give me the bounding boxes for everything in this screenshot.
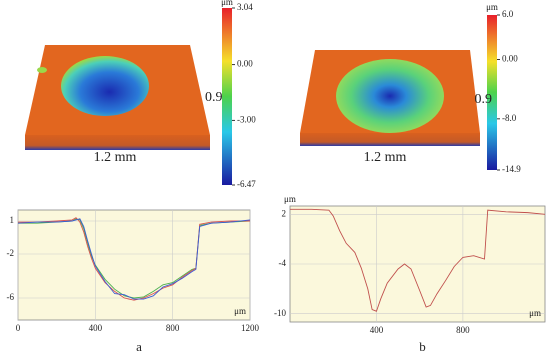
panel-label: a <box>136 339 142 354</box>
surface-a: μm 0.9 1.2 mm <box>25 0 233 185</box>
crater <box>336 59 444 133</box>
x-tick-label: 800 <box>166 323 180 333</box>
y-tick-label: -2 <box>7 248 15 258</box>
y-unit: μm <box>284 194 296 204</box>
colorbar-tick-label: 0.00 <box>502 54 518 64</box>
profile-line <box>17 218 251 300</box>
y-tick-label: -10 <box>274 308 286 318</box>
panel-label: b <box>419 339 426 354</box>
spot <box>37 67 47 73</box>
surface-b: μm 0.9 1.2 mm <box>300 2 498 170</box>
colorbar-tick-label: -6.47 <box>237 179 256 189</box>
colorbar-tick-label: 0.00 <box>237 59 253 69</box>
colorbar-unit: μm <box>221 0 233 7</box>
block-front <box>300 133 480 146</box>
crater <box>61 56 149 116</box>
block-front <box>25 135 210 150</box>
width-label: 1.2 mm <box>94 150 137 165</box>
y-tick-label: 1 <box>10 215 15 225</box>
colorbar <box>222 8 232 185</box>
colorbar-tick-label: -3.00 <box>237 114 256 124</box>
y-tick-label: -4 <box>279 258 287 268</box>
colorbar-unit: μm <box>486 2 498 12</box>
x-tick-label: 0 <box>16 323 21 333</box>
colorbar-tick-label: 3.04 <box>237 2 253 12</box>
width-label: 1.2 mm <box>364 150 407 165</box>
x-unit: μm <box>234 306 246 316</box>
x-unit: μm <box>529 308 541 318</box>
colorbar-tick-label: -8.0 <box>502 113 517 123</box>
y-tick-label: -6 <box>7 292 15 302</box>
colorbar-tick-label: 6.0 <box>502 9 514 19</box>
x-tick-label: 1200 <box>241 323 260 333</box>
colorbar <box>487 15 497 170</box>
profile-line <box>290 208 546 312</box>
y-tick-label: 2 <box>282 208 287 218</box>
x-tick-label: 400 <box>89 323 103 333</box>
depth-label: 0.9 <box>205 90 223 105</box>
x-tick-label: 400 <box>370 325 384 335</box>
depth-label: 0.9 <box>475 92 493 107</box>
colorbar-tick-label: -14.9 <box>502 164 521 174</box>
x-tick-label: 800 <box>456 325 470 335</box>
plot-area <box>17 209 251 321</box>
